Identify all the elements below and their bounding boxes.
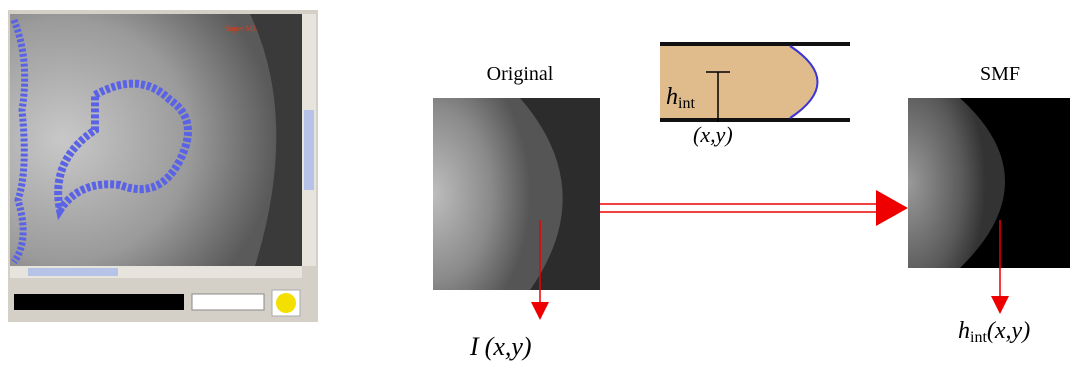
input-box[interactable] — [192, 294, 264, 310]
arrow-head — [991, 296, 1009, 314]
args: (x,y) — [485, 332, 532, 361]
smf-title: SMF — [980, 63, 1020, 85]
args: (x,y) — [987, 318, 1030, 344]
subscript: int — [678, 95, 695, 112]
original-title: Original — [487, 63, 554, 85]
diagram: Super ML Original I(x,y) hint (x,y) SMF … — [0, 0, 1070, 367]
original-output: I(x,y) — [469, 332, 532, 361]
subscript: int — [970, 329, 987, 346]
arrow-head — [531, 302, 549, 320]
scroll-thumb[interactable] — [28, 268, 118, 276]
mammogram — [10, 14, 276, 266]
symbol: h — [958, 318, 970, 344]
scroll-thumb[interactable] — [304, 110, 314, 190]
origin-label: (x,y) — [693, 122, 733, 147]
symbol: h — [666, 84, 678, 110]
smf-output: hint(x,y) — [958, 318, 1030, 346]
arrow-head — [876, 190, 908, 226]
screenshot-panel: Super ML — [8, 10, 318, 322]
symbol: I — [469, 332, 480, 361]
button-icon — [276, 293, 296, 313]
structuring-element: hint (x,y) — [660, 44, 850, 147]
overlay-text: Super ML — [225, 24, 258, 33]
status-bar — [14, 294, 184, 310]
